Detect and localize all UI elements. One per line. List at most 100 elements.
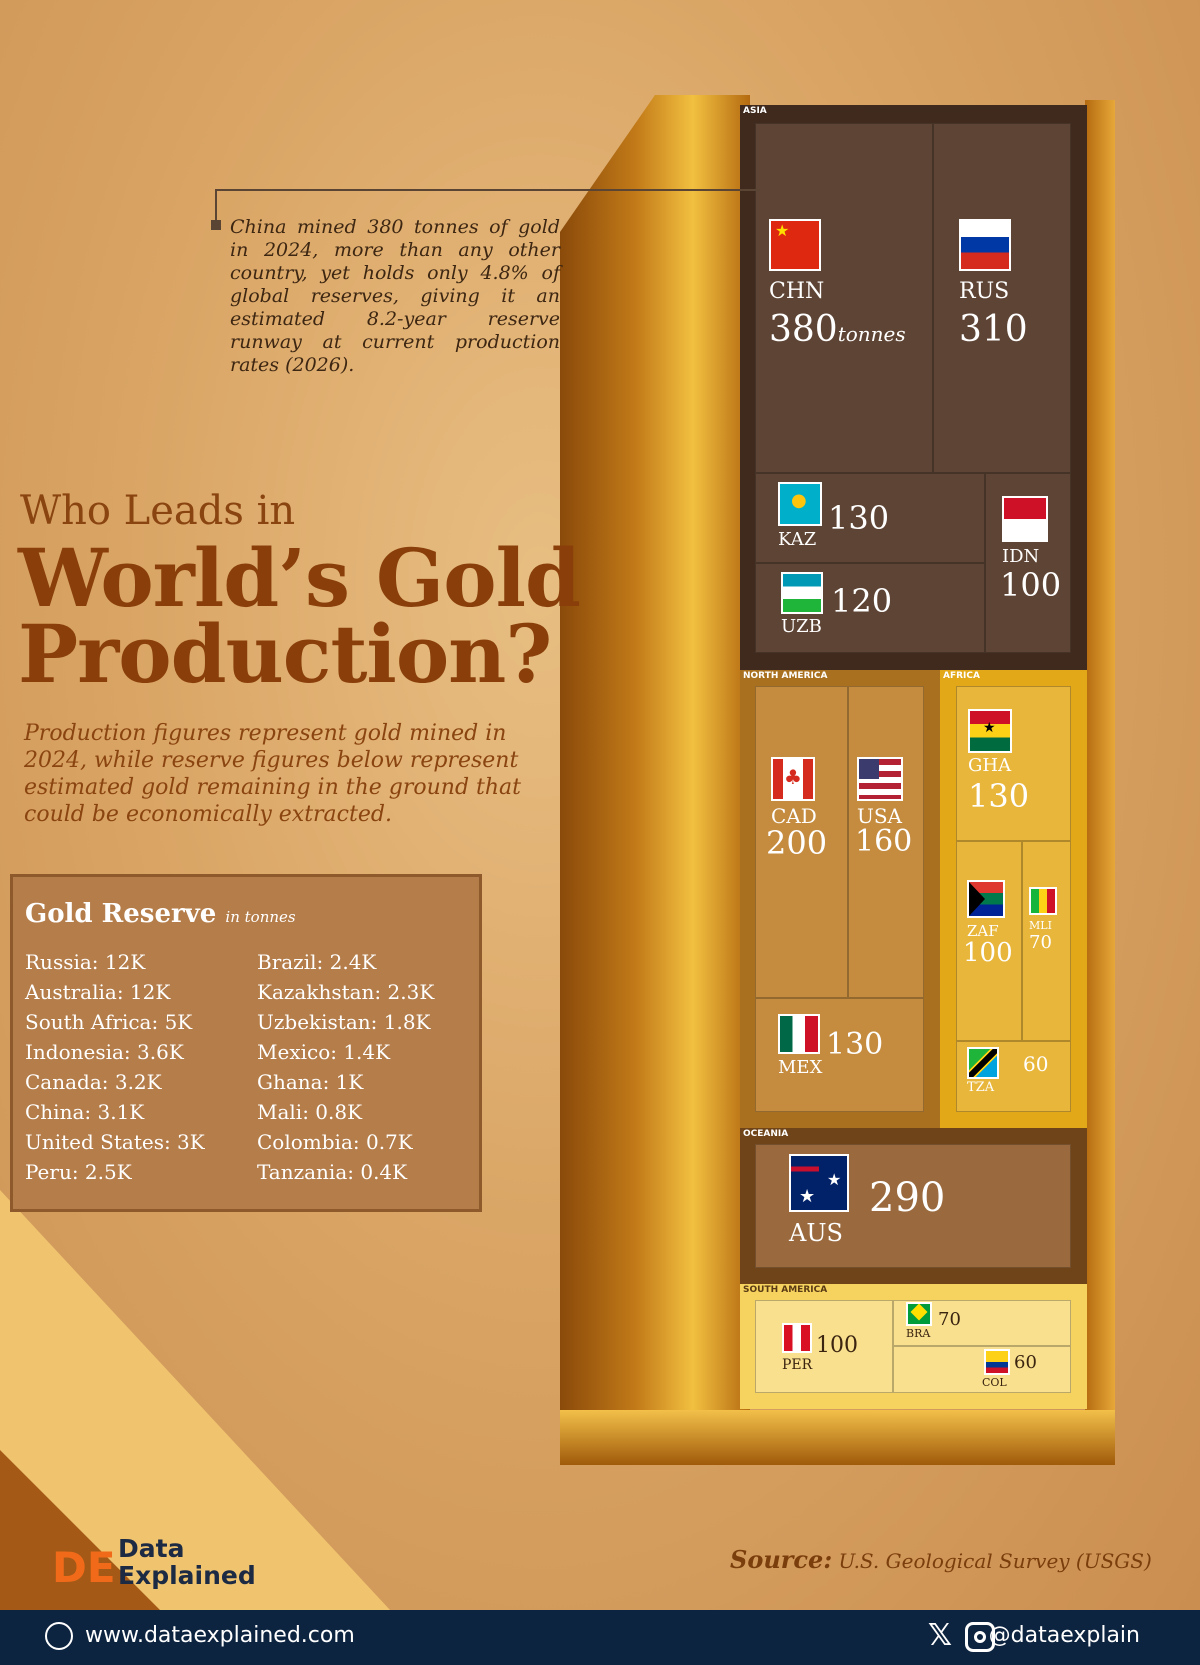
- country-value: 70: [1029, 932, 1052, 953]
- brand-line-1: Data: [118, 1534, 185, 1563]
- country-code: MEX: [778, 1057, 823, 1078]
- canada-flag-icon: ♣: [771, 757, 815, 801]
- source-label: Source:: [730, 1545, 833, 1574]
- region-label: ASIA: [743, 106, 767, 116]
- country-code: CAD: [771, 804, 817, 828]
- footer-bar: www.dataexplained.com 𝕏 @dataexplain: [0, 1610, 1200, 1665]
- region-asia: ASIA ★ CHN 380tonnes RUS 310 ● KAZ 130 U…: [740, 105, 1087, 670]
- country-code: BRA: [906, 1327, 931, 1340]
- country-code: ZAF: [967, 922, 999, 940]
- mali-flag-icon: [1029, 887, 1057, 915]
- country-code: UZB: [781, 616, 822, 637]
- reserve-item: Ghana: 1K: [257, 1070, 364, 1094]
- country-value: 310: [959, 309, 1028, 350]
- country-code: COL: [982, 1376, 1007, 1389]
- cell-tza: TZA 60: [956, 1041, 1071, 1112]
- country-code: RUS: [959, 279, 1010, 304]
- brazil-flag-icon: [906, 1302, 932, 1326]
- source-credit: Source: U.S. Geological Survey (USGS): [730, 1545, 1152, 1574]
- reserve-item: Kazakhstan: 2.3K: [257, 980, 435, 1004]
- reserve-item: Peru: 2.5K: [25, 1160, 132, 1184]
- cell-cad: ♣ CAD 200: [755, 686, 848, 998]
- reserve-item: Uzbekistan: 1.8K: [257, 1010, 431, 1034]
- decor-corner-dark: [0, 1450, 160, 1610]
- cell-aus: ★ ★ AUS 290: [755, 1144, 1071, 1268]
- reserve-column-2: Brazil: 2.4K Kazakhstan: 2.3K Uzbekistan…: [257, 947, 434, 1187]
- instagram-icon[interactable]: [965, 1622, 995, 1652]
- country-value: 100: [1000, 566, 1062, 604]
- australia-flag-icon: ★ ★: [789, 1154, 849, 1212]
- region-label: AFRICA: [943, 671, 980, 681]
- reserve-item: Australia: 12K: [25, 980, 171, 1004]
- country-code: AUS: [789, 1219, 843, 1247]
- globe-icon: [45, 1622, 73, 1650]
- country-code: KAZ: [778, 529, 817, 550]
- country-value: 160: [855, 824, 913, 859]
- cell-mex: MEX 130: [755, 998, 924, 1112]
- brand-line-2: Explained: [118, 1561, 256, 1590]
- region-north-america: NORTH AMERICA ♣ CAD 200 USA 160 MEX 130: [740, 670, 940, 1128]
- country-code: CHN: [769, 279, 825, 304]
- region-oceania: OCEANIA ★ ★ AUS 290: [740, 1128, 1087, 1284]
- cell-gha: ★ GHA 130: [956, 686, 1071, 841]
- title-line-1: World’s Gold: [18, 531, 581, 625]
- reserve-unit: in tonnes: [225, 908, 296, 926]
- cell-per: PER 100: [755, 1300, 893, 1393]
- country-code: IDN: [1002, 546, 1040, 567]
- x-icon[interactable]: 𝕏: [927, 1618, 952, 1653]
- colombia-flag-icon: [984, 1349, 1010, 1375]
- country-value: 100: [963, 938, 1013, 968]
- reserve-item: Brazil: 2.4K: [257, 950, 377, 974]
- reserve-item: Tanzania: 0.4K: [257, 1160, 408, 1184]
- cell-bra: BRA 70: [893, 1300, 1071, 1346]
- indonesia-flag-icon: [1002, 496, 1048, 542]
- country-value: 60: [1014, 1352, 1037, 1373]
- reserve-item: Colombia: 0.7K: [257, 1130, 413, 1154]
- cell-idn: IDN 100: [985, 473, 1071, 653]
- country-code: TZA: [967, 1080, 995, 1095]
- gold-bar-side: [1085, 100, 1115, 1420]
- region-label: NORTH AMERICA: [743, 671, 828, 681]
- reserve-item: Mali: 0.8K: [257, 1100, 363, 1124]
- cell-kaz: ● KAZ 130: [755, 473, 985, 563]
- title-small: Who Leads in: [20, 488, 296, 534]
- uzbekistan-flag-icon: [781, 572, 823, 614]
- annotation-text: China mined 380 tonnes of gold in 2024, …: [230, 216, 560, 376]
- cell-usa: USA 160: [848, 686, 924, 998]
- cell-rus: RUS 310: [933, 123, 1071, 473]
- reserve-item: Mexico: 1.4K: [257, 1040, 391, 1064]
- reserve-title: Gold Reserve in tonnes: [25, 899, 296, 929]
- country-code: USA: [857, 804, 902, 828]
- cell-uzb: UZB 120: [755, 563, 985, 653]
- country-code: GHA: [968, 755, 1012, 776]
- title-line-2: Production?: [18, 607, 552, 701]
- region-south-america: SOUTH AMERICA PER 100 BRA 70 COL 60: [740, 1284, 1087, 1409]
- country-value: 70: [938, 1309, 961, 1330]
- reserve-item: Canada: 3.2K: [25, 1070, 162, 1094]
- country-value: 130: [826, 1027, 884, 1062]
- annotation-leader: [215, 189, 760, 191]
- social-handle[interactable]: @dataexplain: [988, 1623, 1140, 1648]
- annotation-leader: [215, 189, 217, 224]
- annotation-marker: [211, 220, 221, 230]
- mexico-flag-icon: [778, 1014, 820, 1054]
- website-link[interactable]: www.dataexplained.com: [85, 1623, 355, 1648]
- country-value: 200: [766, 824, 828, 862]
- country-value: 130: [828, 499, 890, 537]
- reserve-title-text: Gold Reserve: [25, 899, 217, 929]
- gold-bar-base: [560, 1410, 1115, 1465]
- brand-logo-icon: DE: [52, 1543, 116, 1592]
- page-title: World’s Gold Production?: [18, 531, 581, 701]
- gold-bar-front: [560, 95, 750, 1465]
- peru-flag-icon: [782, 1323, 812, 1353]
- country-value: 120: [831, 582, 893, 620]
- russia-flag-icon: [959, 219, 1011, 271]
- usa-flag-icon: [857, 757, 903, 801]
- reserve-item: China: 3.1K: [25, 1100, 145, 1124]
- reserve-column-1: Russia: 12K Australia: 12K South Africa:…: [25, 947, 205, 1187]
- cell-mli: MLI 70: [1022, 841, 1071, 1041]
- reserve-item: Indonesia: 3.6K: [25, 1040, 184, 1064]
- country-value: 290: [869, 1175, 946, 1221]
- cell-col: COL 60: [893, 1346, 1071, 1393]
- region-label: SOUTH AMERICA: [743, 1285, 828, 1295]
